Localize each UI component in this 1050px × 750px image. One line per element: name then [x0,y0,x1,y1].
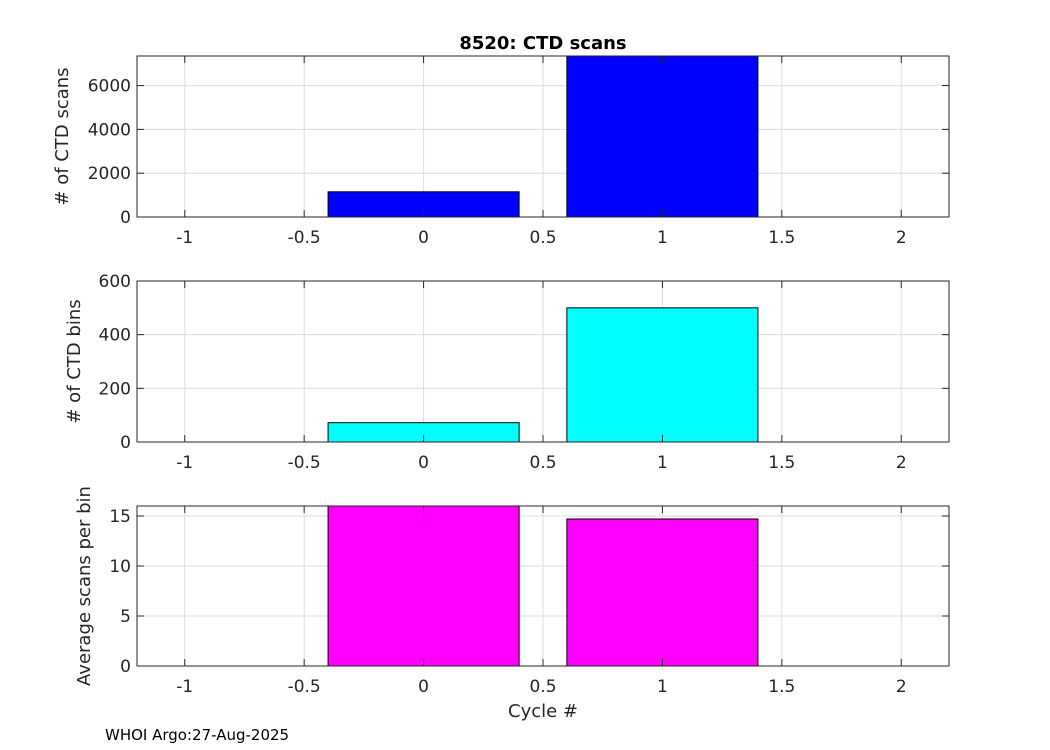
panel-2-bar [566,307,759,443]
panel-2-xtick-label: 2 [896,453,907,473]
panel-2-ytick-label: 200 [99,379,131,399]
panel-3-ytick-label: 0 [120,657,131,677]
panel-1-ytick-label: 4000 [88,120,131,140]
panel-2-xtick-label: 1 [657,453,668,473]
panel-3-xtick-label: 0 [418,677,429,697]
panel-1-xtick-label: -0.5 [288,228,321,248]
panel-2-xtick-label: 1.5 [768,453,795,473]
panel-1-bar [566,55,759,218]
panel-3-xtick-label: -1 [176,677,193,697]
panel-3-ylabel: Average scans per bin [74,486,95,686]
panel-1-xtick-label: 1 [657,228,668,248]
panel-3-xtick-label: 2 [896,677,907,697]
panel-3-bar [566,518,759,667]
footer-note: WHOI Argo:27-Aug-2025 [105,726,290,744]
panel-1-ytick-label: 2000 [88,164,131,184]
panel-1-title: 8520: CTD scans [459,33,626,54]
panel-2-ytick-label: 400 [99,326,131,346]
panel-1-xtick-label: -1 [176,228,193,248]
panel-2-ylabel: # of CTD bins [64,299,85,423]
panel-1-xtick-label: 1.5 [768,228,795,248]
panel-3-xtick-label: 0.5 [529,677,556,697]
panel-2-xtick-label: 0 [418,453,429,473]
panel-2-ytick-label: 600 [99,272,131,292]
panel-2-xtick-label: -1 [176,453,193,473]
panel-2-xtick-label: 0.5 [529,453,556,473]
panel-1-ytick-label: 6000 [88,77,131,97]
panel-3-xtick-label: -0.5 [288,677,321,697]
panel-1-ylabel: # of CTD scans [52,67,73,205]
panel-2-ytick-label: 0 [120,433,131,453]
panel-1-ytick-label: 0 [120,208,131,228]
panel-3-ytick-label: 10 [109,557,131,577]
panel-3-ytick-label: 15 [109,507,131,527]
panel-3-xtick-label: 1 [657,677,668,697]
panel-1-xtick-label: 0 [418,228,429,248]
panel-3-bar [327,505,520,667]
panel-3-ytick-label: 5 [120,607,131,627]
panel-3-xtick-label: 1.5 [768,677,795,697]
panel-2-xtick-label: -0.5 [288,453,321,473]
panel-3-xlabel: Cycle # [508,701,578,722]
panel-1-xtick-label: 0.5 [529,228,556,248]
panel-1-xtick-label: 2 [896,228,907,248]
